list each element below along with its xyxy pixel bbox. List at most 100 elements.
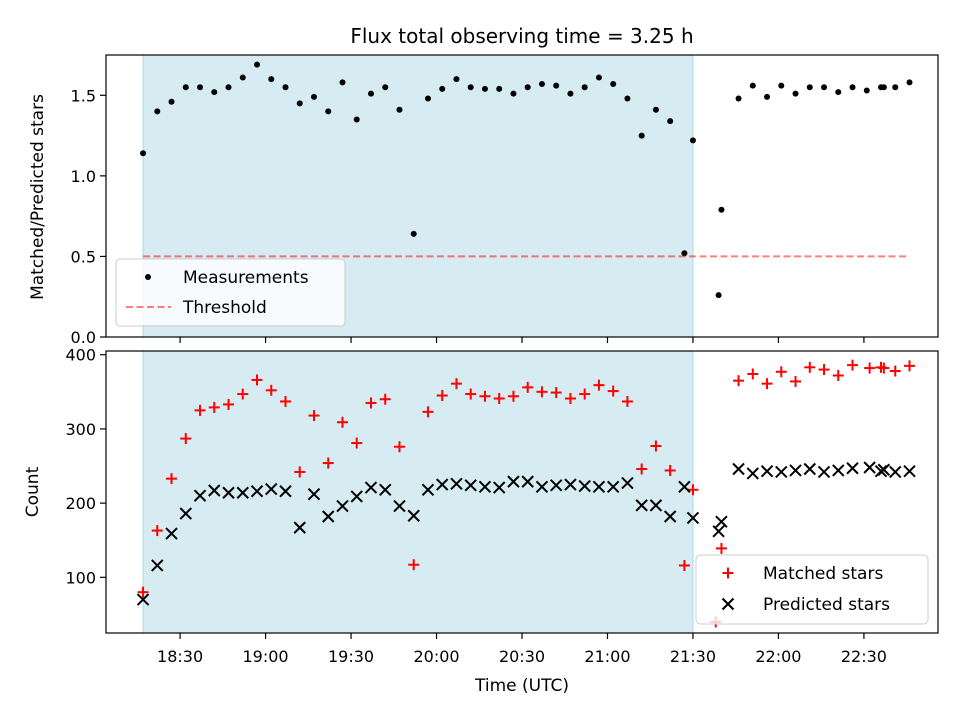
predicted-stars-point <box>250 485 264 498</box>
y-tick-label: 300 <box>65 420 96 439</box>
predicted-stars-point <box>492 481 506 494</box>
predicted-stars-point <box>350 490 363 503</box>
predicted-stars-point <box>193 489 207 502</box>
measurement-point <box>892 84 899 91</box>
y-tick-label: 0.0 <box>71 328 96 347</box>
matched-stars-point <box>579 388 591 400</box>
x-tick-label: 19:00 <box>243 647 289 666</box>
measurement-point <box>424 95 431 102</box>
predicted-stars-point <box>507 475 520 488</box>
measurement-point <box>835 89 842 96</box>
series-predicted-stars <box>136 461 916 606</box>
predicted-stars-point <box>649 499 663 512</box>
matched-stars-point <box>790 375 802 387</box>
measurement-point <box>168 98 175 105</box>
measurement-point <box>396 106 403 113</box>
predicted-stars-point <box>450 477 463 491</box>
observing-span-shade <box>142 350 694 634</box>
matched-stars-point <box>479 390 491 402</box>
matched-stars-point <box>365 397 377 409</box>
y-tick-label: 400 <box>65 346 96 365</box>
predicted-stars-point <box>635 499 648 512</box>
predicted-stars-point <box>817 465 831 479</box>
y-tick-label: 1.0 <box>71 167 96 186</box>
measurement-point <box>254 61 261 68</box>
predicted-stars-point <box>478 480 492 494</box>
measurement-point <box>553 82 560 89</box>
matched-stars-point <box>166 473 178 485</box>
legend-matched-marker <box>722 567 734 579</box>
x-tick-label: 21:30 <box>670 647 716 666</box>
y-tick-label: 1.5 <box>71 86 96 105</box>
matched-stars-point <box>151 525 163 537</box>
measurement-point <box>197 84 204 91</box>
measurement-point <box>439 85 446 92</box>
predicted-stars-point <box>179 507 192 520</box>
x-tick-label: 22:00 <box>755 647 801 666</box>
measurement-point <box>410 230 417 237</box>
x-tick-label: 20:00 <box>413 647 459 666</box>
legend-ratio: Measurements Threshold <box>115 258 346 327</box>
matched-stars-point <box>761 378 773 390</box>
matched-stars-point <box>208 401 220 413</box>
measurement-point <box>638 132 645 139</box>
matched-stars-point <box>775 366 787 378</box>
x-tick-label: 18:30 <box>157 647 203 666</box>
legend-matched-label: Matched stars <box>763 564 883 584</box>
predicted-stars-point <box>421 483 435 496</box>
legend-measurements-label: Measurements <box>183 268 309 288</box>
matched-stars-point <box>564 392 576 404</box>
predicted-stars-point <box>678 480 691 494</box>
predicted-stars-point <box>903 465 916 478</box>
matched-stars-point <box>621 395 633 407</box>
predicted-stars-point <box>521 475 534 488</box>
predicted-stars-point <box>336 499 349 513</box>
predicted-stars-point <box>877 463 891 476</box>
matched-stars-point <box>251 374 263 386</box>
measurement-point <box>311 93 317 100</box>
predicted-stars-point <box>222 486 235 499</box>
predicted-stars-point <box>889 465 902 479</box>
legend-predicted-label: Predicted stars <box>763 595 890 615</box>
measurement-point <box>524 84 531 91</box>
measurement-point <box>849 84 856 91</box>
matched-stars-point <box>194 404 206 416</box>
x-tick-label: 21:00 <box>584 647 630 666</box>
legend-frame <box>115 258 346 327</box>
measurement-point <box>806 84 813 91</box>
predicted-stars-point <box>549 479 563 492</box>
measurement-point <box>764 93 771 100</box>
predicted-stars-point <box>775 465 788 479</box>
matched-stars-point <box>180 433 192 445</box>
matched-stars-point <box>678 559 690 571</box>
predicted-stars-point <box>732 462 745 476</box>
measurement-point <box>735 95 742 102</box>
measurement-point <box>863 87 870 94</box>
matched-stars-point <box>308 410 320 422</box>
matched-stars-point <box>536 386 548 398</box>
measurement-point <box>211 89 218 96</box>
measurement-point <box>225 84 232 91</box>
matched-stars-point <box>408 559 420 571</box>
predicted-stars-point <box>578 479 591 493</box>
matched-stars-point <box>687 484 699 496</box>
matched-stars-point <box>747 368 759 380</box>
matched-stars-point <box>322 457 334 469</box>
matched-stars-point <box>493 392 505 404</box>
measurement-point <box>581 84 588 91</box>
matched-stars-point <box>733 375 745 387</box>
measurement-point <box>624 95 631 102</box>
matched-stars-point <box>280 395 292 407</box>
matched-stars-point <box>804 361 816 373</box>
matched-stars-point <box>593 379 605 391</box>
matched-stars-point <box>351 437 363 449</box>
matched-stars-point <box>636 463 648 475</box>
predicted-stars-point <box>236 486 249 499</box>
matched-stars-point <box>422 406 434 418</box>
measurement-point <box>325 108 332 115</box>
predicted-stars-point <box>151 559 164 572</box>
measurement-point <box>239 74 246 81</box>
matched-stars-point <box>550 387 562 399</box>
legend-predicted-marker <box>721 597 735 611</box>
x-axis-label: Time (UTC) <box>474 676 569 696</box>
